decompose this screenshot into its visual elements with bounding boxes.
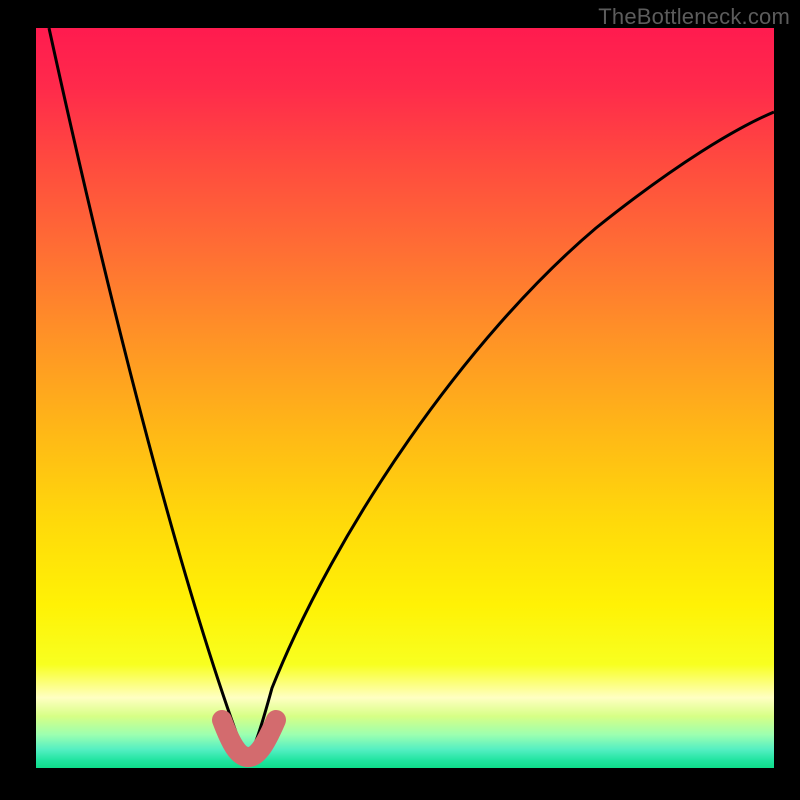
watermark-text: TheBottleneck.com (598, 4, 790, 30)
chart-curves (36, 28, 774, 768)
canvas: TheBottleneck.com (0, 0, 800, 800)
bottleneck-curve (49, 28, 774, 754)
bottleneck-chart (36, 28, 774, 768)
optimal-region-highlight (222, 720, 276, 757)
